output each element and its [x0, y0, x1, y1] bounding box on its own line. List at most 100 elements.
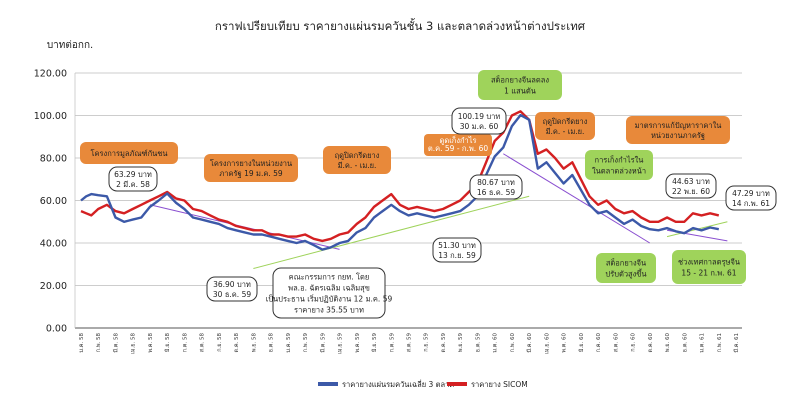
annotation-text: มาตรการแก้ปัญหาราคาใน	[635, 121, 722, 130]
x-tick-label: มี.ค. 59	[319, 333, 326, 353]
x-tick-label: ธ.ค. 58	[268, 333, 275, 353]
annotation-text: 22 พ.ย. 60	[672, 187, 710, 196]
x-tick-label: ก.พ. 60	[510, 333, 516, 353]
x-tick-label: มิ.ย. 59	[371, 333, 378, 353]
annotation-text: 51.30 บาท	[438, 241, 476, 250]
annotation-project-stabilize: โครงการมูลภัณฑ์กันชน	[80, 142, 178, 164]
chart-title: กราฟเปรียบเทียบ ราคายางแผ่นรมควันชั้น 3 …	[215, 18, 586, 33]
annotation-box	[108, 166, 158, 192]
annotation-text: 47.29 บาท	[732, 189, 770, 198]
annotations: โครงการมูลภัณฑ์กันชนโครงการยางในหน่วยงาน…	[80, 70, 777, 319]
x-tick-label: ส.ค. 60	[612, 333, 619, 353]
annotation-text: 30 ธ.ค. 59	[213, 290, 251, 299]
annotation-text: ดูดเก็งกำไร	[439, 135, 476, 145]
annotation-box	[725, 185, 777, 211]
x-tick-label: พ.ย. 60	[665, 333, 671, 353]
annotation-box	[585, 150, 653, 180]
annotation-box	[424, 134, 492, 156]
x-tick-label: ส.ค. 58	[199, 333, 206, 353]
y-tick-label: 40.00	[40, 239, 67, 250]
annotation-box	[596, 253, 656, 283]
annotation-text: มี.ค. - เม.ย.	[546, 127, 585, 136]
x-tick-label: ก.ย. 60	[631, 333, 637, 352]
x-tick-label: ก.ค. 59	[389, 333, 395, 353]
annotation-box	[626, 116, 730, 144]
trend-line	[253, 195, 530, 269]
x-tick-label: พ.ย. 58	[251, 333, 257, 353]
x-tick-label: ก.พ. 58	[96, 333, 102, 353]
x-tick-label: ก.ค. 58	[182, 333, 188, 353]
x-tick-label: เม.ย. 59	[338, 333, 344, 354]
annotation-text: 100.19 บาท	[458, 112, 501, 121]
annotation-box	[469, 174, 523, 200]
annotation-text: โครงการมูลภัณฑ์กันชน	[90, 149, 167, 158]
y-tick-label: 100.00	[34, 111, 67, 122]
x-tick-label: พ.ย. 59	[458, 333, 464, 353]
x-tick-label: ต.ค. 58	[234, 333, 240, 353]
y-tick-label: 60.00	[40, 196, 67, 207]
annotation-text: ภาครัฐ 19 ม.ค. 59	[219, 169, 283, 178]
x-tick-label: ม.ค. 60	[493, 333, 499, 353]
annotation-text: มี.ค. - เม.ย.	[338, 161, 377, 170]
annotation-text: 14 ก.พ. 61	[732, 199, 770, 208]
x-tick-label: ก.ย. 59	[424, 333, 430, 352]
annotation-text: 2 มี.ค. 58	[116, 180, 150, 189]
annotation-box	[451, 107, 507, 135]
annotation-box	[323, 146, 391, 174]
series-line	[80, 113, 720, 251]
x-tick-label: มิ.ย. 60	[578, 333, 585, 353]
annotation-text: 63.29 บาท	[114, 170, 152, 179]
x-tick-label: ส.ค. 59	[406, 333, 413, 353]
annotation-box	[80, 142, 178, 164]
annotation-text: สต็อกยางจีน	[606, 258, 646, 268]
annotation-project-gov: โครงการยางในหน่วยงานภาครัฐ 19 ม.ค. 59	[204, 154, 298, 182]
x-tick-label: ธ.ค. 60	[681, 333, 688, 353]
trend-line	[503, 153, 651, 244]
y-tick-labels: 0.00 20.00 40.00 60.00 80.00 100.00 120.00	[34, 69, 67, 335]
x-tick-label: มี.ค. 58	[112, 333, 119, 353]
annotation-text: ช่วงเทศกาลตรุษจีน	[678, 258, 740, 267]
annotation-box	[272, 267, 386, 319]
legend: ราคายางแผ่นรมควันเฉลี่ย 3 ตลาด ราคายาง SI…	[318, 379, 528, 389]
x-tick-label: ต.ค. 60	[648, 333, 654, 353]
annotation-text: 13 ก.ย. 59	[438, 251, 476, 260]
x-tick-labels: ม.ค. 58 ก.พ. 58 มี.ค. 58 เม.ย. 58 พ.ค. 58 มิ.…	[79, 333, 740, 354]
annotation-text: ปรับตัวสูงขึ้น	[605, 269, 646, 279]
series-lines	[80, 110, 720, 251]
annotation-text: 80.67 บาท	[477, 178, 515, 187]
y-tick-label: 20.00	[40, 281, 67, 292]
annotation-stock-rise: สต็อกยางจีนปรับตัวสูงขึ้น	[596, 253, 656, 283]
annotation-text: ราคายาง 35.55 บาท	[294, 306, 364, 315]
annotation-text: เป็นประธาน เริ่มปฏิบัติงาน 12 ม.ค. 59	[266, 294, 393, 304]
x-tick-label: ม.ค. 58	[79, 333, 85, 353]
x-tick-label: เม.ย. 58	[131, 333, 137, 354]
x-tick-label: ธ.ค. 59	[474, 333, 481, 353]
x-tick-label: พ.ค. 59	[355, 333, 361, 353]
annotation-text: 16 ธ.ค. 59	[477, 188, 515, 197]
y-tick-label: 80.00	[40, 154, 67, 165]
annotation-text: ฤดูปิดกรีดยาง	[335, 151, 380, 160]
x-tick-label: ก.พ. 59	[303, 333, 309, 353]
annotation-text: การเก็งกำไรใน	[595, 155, 644, 165]
annotation-box	[432, 237, 482, 263]
annotation-box	[672, 250, 746, 284]
x-tick-label: ต.ค. 59	[441, 333, 447, 353]
grid-layer	[74, 72, 742, 329]
y-tick-label: 120.00	[34, 69, 67, 80]
x-tick-label: พ.ค. 60	[562, 333, 568, 353]
x-tick-label: มี.ค. 60	[526, 333, 533, 353]
legend-label: ราคายาง SICOM	[471, 380, 528, 389]
annotation-text: ต.ค. 59 - ก.พ. 60	[428, 144, 488, 153]
